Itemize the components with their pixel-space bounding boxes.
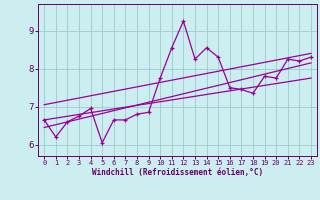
X-axis label: Windchill (Refroidissement éolien,°C): Windchill (Refroidissement éolien,°C) [92,168,263,177]
